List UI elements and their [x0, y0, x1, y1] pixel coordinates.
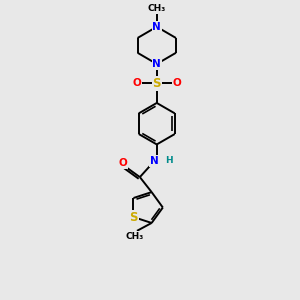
Text: O: O	[118, 158, 127, 168]
Text: N: N	[152, 59, 161, 69]
Text: S: S	[129, 211, 138, 224]
Text: S: S	[152, 76, 161, 90]
Text: H: H	[165, 156, 172, 165]
Text: N: N	[152, 22, 161, 32]
Text: CH₃: CH₃	[126, 232, 144, 241]
Text: CH₃: CH₃	[148, 4, 166, 13]
Text: O: O	[173, 78, 182, 88]
Text: O: O	[132, 78, 141, 88]
Text: N: N	[150, 156, 159, 166]
